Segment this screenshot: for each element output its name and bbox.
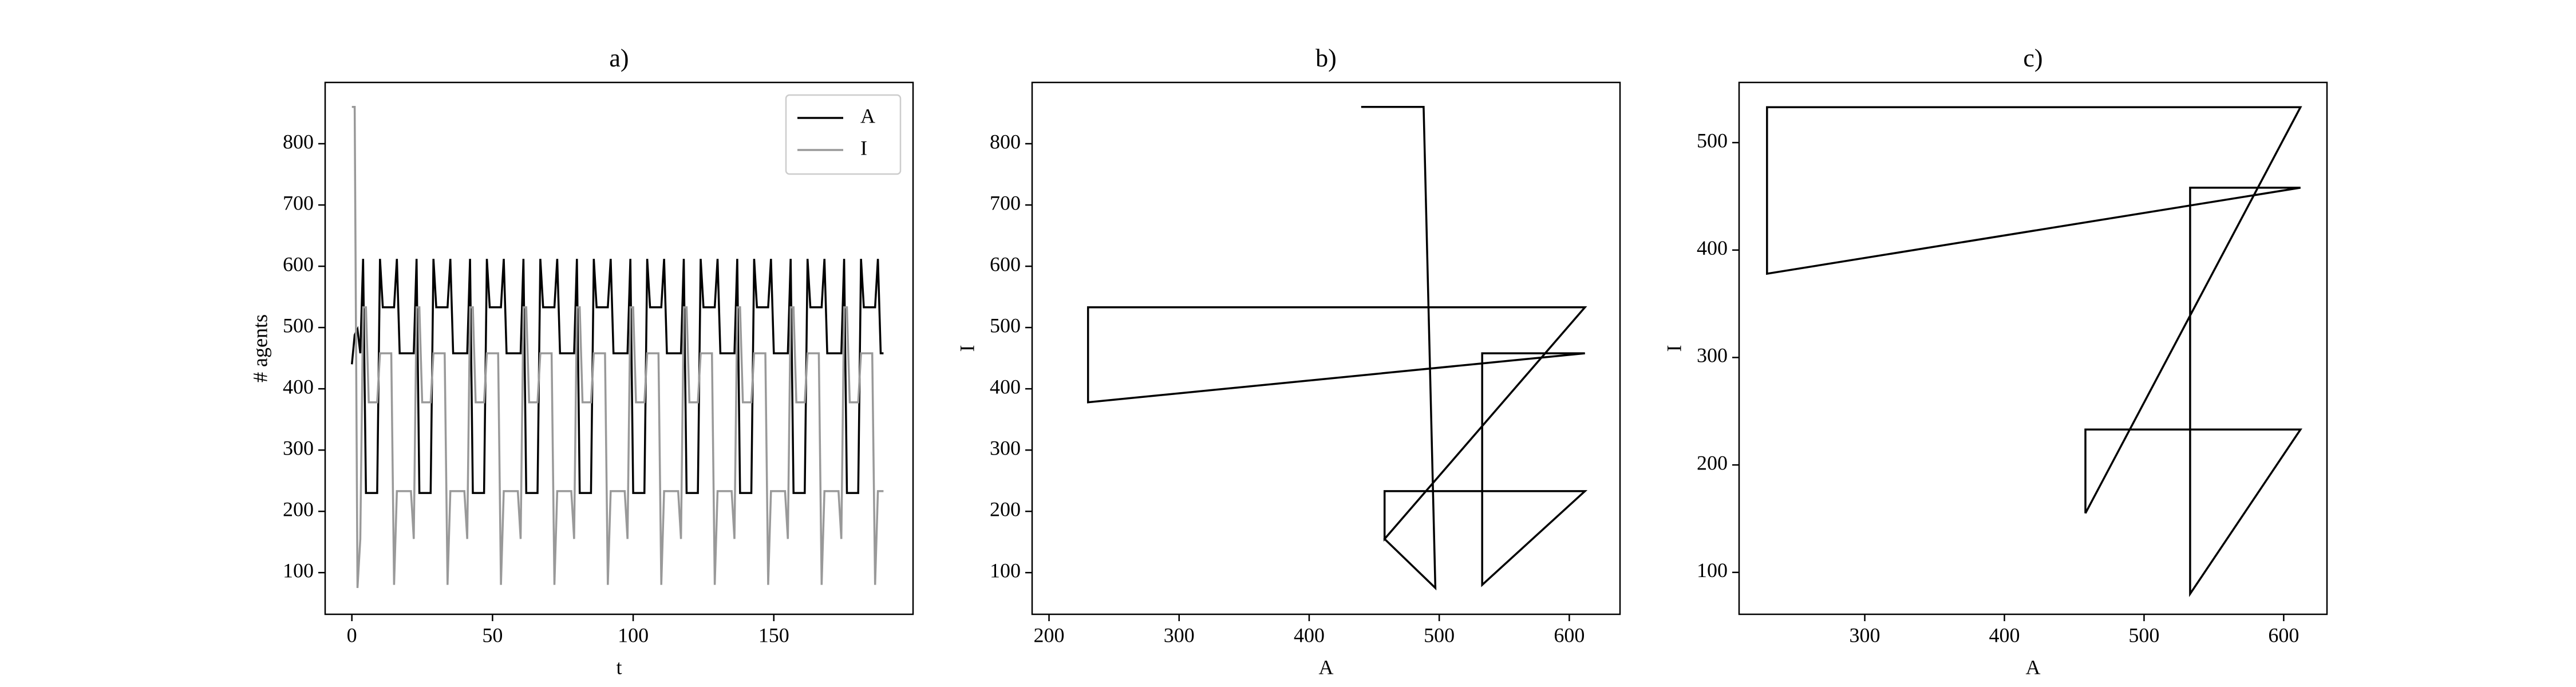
y-tick-label: 700	[283, 191, 314, 214]
data-line	[1766, 106, 2302, 598]
panel-title: b)	[1315, 44, 1337, 72]
y-tick-label: 300	[283, 436, 314, 459]
x-tick-label: 200	[1034, 623, 1065, 646]
y-tick-label: 800	[990, 130, 1021, 153]
y-axis-label: I	[1662, 345, 1685, 352]
y-tick-label: 500	[283, 314, 314, 337]
x-tick-label: 100	[618, 623, 649, 646]
axes-frame	[324, 81, 914, 615]
y-tick-label: 600	[283, 252, 314, 275]
y-tick-label: 400	[1697, 236, 1728, 259]
x-tick-label: 400	[1294, 623, 1325, 646]
y-tick-label: 200	[283, 498, 314, 520]
y-tick-label: 400	[283, 375, 314, 398]
legend-label: I	[860, 136, 867, 159]
panel-title: c)	[2023, 44, 2042, 72]
y-tick-label: 200	[1697, 451, 1728, 474]
y-tick-label: 700	[990, 191, 1021, 214]
y-tick-label: 500	[1697, 129, 1728, 152]
x-tick-label: 50	[482, 623, 503, 646]
x-tick-label: 600	[1554, 623, 1585, 646]
y-tick-label: 100	[283, 559, 314, 582]
x-tick-label: 500	[1424, 623, 1455, 646]
y-tick-label: 200	[990, 498, 1021, 520]
y-axis-label: # agents	[248, 314, 271, 382]
data-line	[350, 259, 884, 494]
x-axis-label: t	[616, 656, 622, 678]
legend-label: A	[860, 104, 875, 127]
y-tick-label: 500	[990, 314, 1021, 337]
x-axis-label: A	[1319, 656, 1334, 678]
y-tick-label: 800	[283, 130, 314, 153]
y-tick-label: 400	[990, 375, 1021, 398]
x-tick-label: 150	[758, 623, 789, 646]
y-tick-label: 300	[990, 436, 1021, 459]
x-tick-label: 0	[347, 623, 357, 646]
data-line	[351, 106, 884, 589]
x-tick-label: 500	[2128, 623, 2159, 646]
x-tick-label: 600	[2268, 623, 2299, 646]
x-axis-label: A	[2026, 656, 2041, 678]
y-tick-label: 100	[1697, 559, 1728, 582]
axes-frame	[1738, 81, 2328, 615]
data-line	[1086, 106, 1588, 591]
y-tick-label: 100	[990, 559, 1021, 582]
y-axis-label: I	[955, 345, 978, 352]
x-tick-label: 400	[1989, 623, 2020, 646]
legend-box	[785, 94, 902, 175]
panel-title: a)	[609, 44, 629, 72]
x-tick-label: 300	[1850, 623, 1880, 646]
y-tick-label: 600	[990, 252, 1021, 275]
x-tick-label: 300	[1164, 623, 1195, 646]
y-tick-label: 300	[1697, 344, 1728, 367]
axes-frame	[1031, 81, 1621, 615]
